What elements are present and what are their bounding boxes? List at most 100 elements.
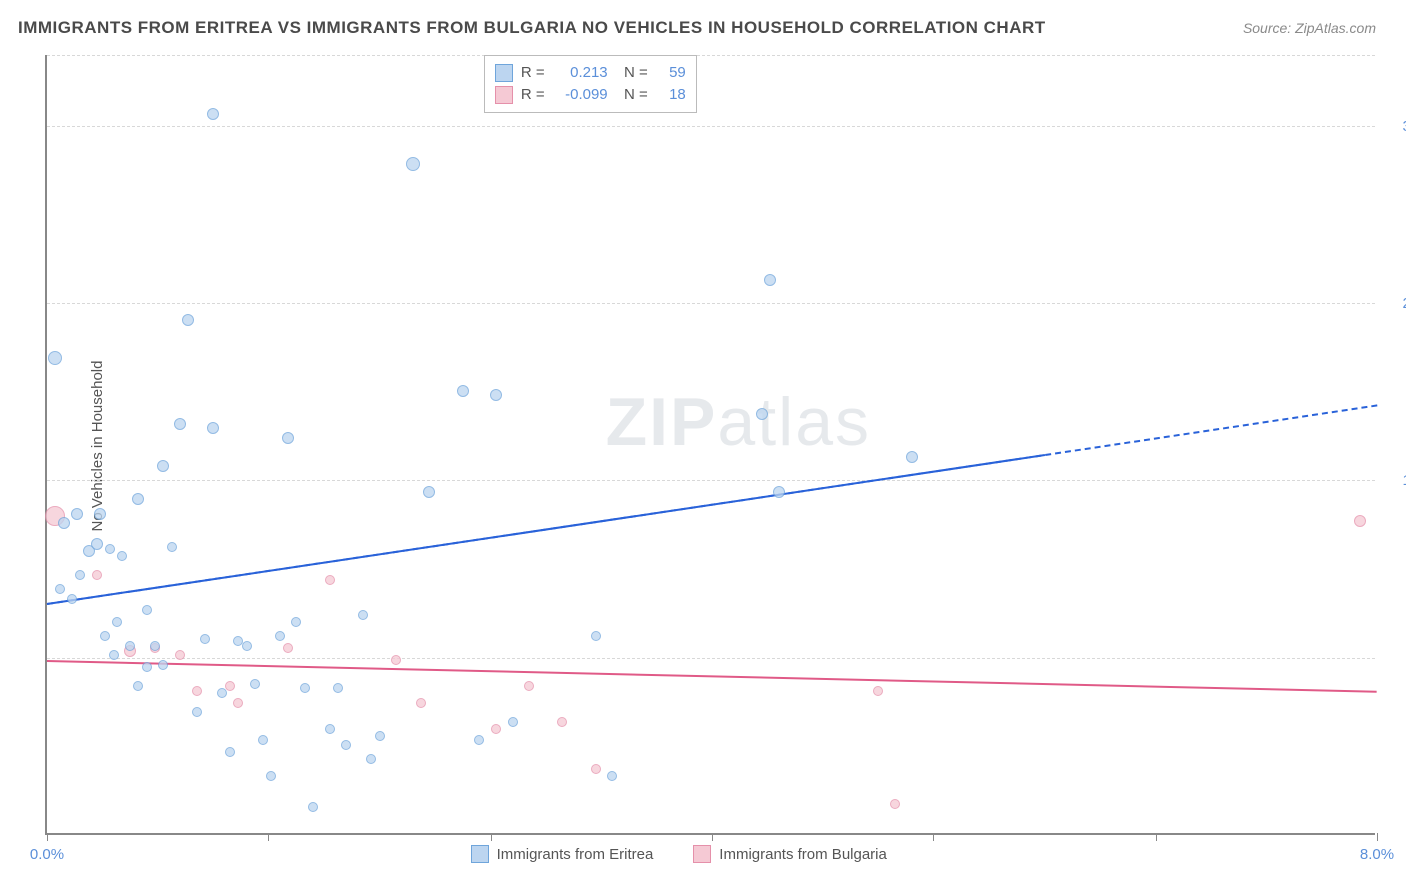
series1-point — [308, 802, 318, 812]
series1-point — [117, 551, 127, 561]
series1-point — [607, 771, 617, 781]
x-tick-label: 0.0% — [30, 846, 64, 863]
x-tick — [1156, 833, 1157, 841]
gridline — [47, 658, 1375, 659]
series1-point — [67, 594, 77, 604]
watermark-atlas: atlas — [717, 384, 871, 460]
series1-point — [105, 544, 115, 554]
series1-point — [242, 641, 252, 651]
series1-point — [406, 157, 420, 171]
series1-point — [94, 508, 106, 520]
series1-point — [282, 432, 294, 444]
series2-point — [873, 686, 883, 696]
series1-point — [358, 610, 368, 620]
series1-point — [423, 486, 435, 498]
stat-n-label: N = — [616, 84, 648, 106]
series1-point — [225, 747, 235, 757]
legend-label: Immigrants from Eritrea — [497, 846, 654, 863]
legend-label: Immigrants from Bulgaria — [719, 846, 887, 863]
series1-point — [133, 681, 143, 691]
legend-item: Immigrants from Bulgaria — [693, 845, 887, 863]
legend-swatch — [495, 64, 513, 82]
series1-point — [192, 707, 202, 717]
series1-point — [250, 679, 260, 689]
series2-point — [325, 575, 335, 585]
series1-point — [142, 662, 152, 672]
series1-point — [773, 486, 785, 498]
series2-point — [175, 650, 185, 660]
series1-point — [75, 570, 85, 580]
x-tick — [491, 833, 492, 841]
series1-point — [275, 631, 285, 641]
y-tick-label: 22.5% — [1385, 295, 1406, 312]
trend-line — [47, 454, 1045, 605]
series1-point — [258, 735, 268, 745]
series2-point — [557, 717, 567, 727]
y-tick-label: 7.5% — [1385, 650, 1406, 667]
series2-point — [192, 686, 202, 696]
x-tick — [268, 833, 269, 841]
series1-point — [591, 631, 601, 641]
series1-point — [100, 631, 110, 641]
series1-point — [508, 717, 518, 727]
source-label: Source: ZipAtlas.com — [1243, 20, 1376, 36]
stats-row: R = -0.099 N = 18 — [495, 84, 686, 106]
series1-point — [266, 771, 276, 781]
series1-point — [125, 641, 135, 651]
series2-point — [283, 643, 293, 653]
series-legend: Immigrants from Eritrea Immigrants from … — [471, 845, 887, 863]
series1-point — [764, 274, 776, 286]
legend-item: Immigrants from Eritrea — [471, 845, 654, 863]
series2-point — [92, 570, 102, 580]
series1-point — [474, 735, 484, 745]
series1-point — [207, 422, 219, 434]
stat-n-value: 18 — [656, 84, 686, 106]
series1-point — [158, 660, 168, 670]
series1-point — [48, 351, 62, 365]
series1-point — [207, 108, 219, 120]
stat-n-label: N = — [616, 62, 648, 84]
series1-point — [333, 683, 343, 693]
series1-point — [142, 605, 152, 615]
series2-point — [890, 799, 900, 809]
series1-point — [756, 408, 768, 420]
legend-swatch — [495, 86, 513, 104]
series2-point — [524, 681, 534, 691]
watermark-zip: ZIP — [606, 384, 718, 460]
series2-point — [416, 698, 426, 708]
stat-r-label: R = — [521, 84, 545, 106]
x-tick — [1377, 833, 1378, 841]
stat-r-value: 0.213 — [553, 62, 608, 84]
series1-point — [157, 460, 169, 472]
gridline — [47, 303, 1375, 304]
gridline — [47, 480, 1375, 481]
x-tick-label: 8.0% — [1360, 846, 1394, 863]
series1-point — [182, 314, 194, 326]
series2-point — [233, 698, 243, 708]
plot-area: ZIPatlas 7.5%15.0%22.5%30.0%0.0%8.0% — [45, 55, 1375, 835]
series1-point — [325, 724, 335, 734]
stat-r-label: R = — [521, 62, 545, 84]
series2-point — [1354, 515, 1366, 527]
series1-point — [112, 617, 122, 627]
series1-point — [55, 584, 65, 594]
series1-point — [71, 508, 83, 520]
series1-point — [174, 418, 186, 430]
chart-title: IMMIGRANTS FROM ERITREA VS IMMIGRANTS FR… — [18, 18, 1046, 38]
watermark: ZIPatlas — [606, 383, 871, 461]
y-tick-label: 30.0% — [1385, 118, 1406, 135]
series2-point — [225, 681, 235, 691]
x-tick — [712, 833, 713, 841]
series1-point — [150, 641, 160, 651]
series1-point — [341, 740, 351, 750]
series2-point — [491, 724, 501, 734]
series2-point — [591, 764, 601, 774]
series1-point — [300, 683, 310, 693]
x-tick — [933, 833, 934, 841]
legend-swatch — [471, 845, 489, 863]
series1-point — [366, 754, 376, 764]
gridline — [47, 55, 1375, 56]
series1-point — [132, 493, 144, 505]
y-tick-label: 15.0% — [1385, 472, 1406, 489]
series1-point — [58, 517, 70, 529]
